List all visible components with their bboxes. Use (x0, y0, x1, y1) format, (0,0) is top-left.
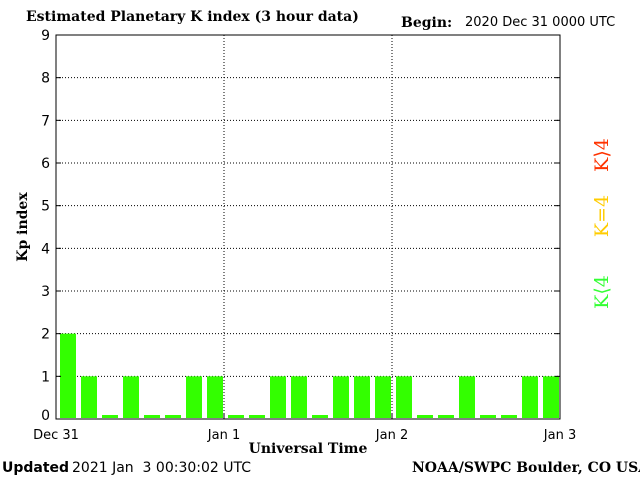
grid-lines (56, 35, 560, 419)
legend-k-equals-4: K=4 (591, 195, 613, 237)
kp-bar (312, 415, 328, 418)
kp-bar (81, 376, 97, 418)
legend-k-below-4: K⟨4 (591, 275, 613, 309)
kp-bar (501, 415, 517, 418)
y-tick-label: 2 (41, 327, 50, 343)
bars (60, 333, 559, 418)
kp-bar (249, 415, 265, 418)
y-axis-label: Kp index (15, 192, 31, 262)
kp-bar (144, 415, 160, 418)
y-tick-label: 5 (41, 199, 50, 215)
kp-bar (270, 376, 286, 418)
x-tick-label: Dec 31 (33, 428, 79, 443)
y-tick-label: 7 (41, 113, 50, 129)
begin-label: Begin: (401, 15, 453, 31)
x-tick-label: Jan 1 (207, 428, 240, 443)
kp-bar (396, 376, 412, 418)
kp-bar (543, 376, 559, 418)
y-tick-label: 4 (41, 241, 50, 257)
chart-title: Estimated Planetary K index (3 hour data… (26, 9, 359, 25)
y-ticks: 0 1 2 3 4 5 6 7 8 9 (41, 28, 560, 424)
credit: NOAA/SWPC Boulder, CO USA (412, 460, 640, 476)
kp-bar (417, 415, 433, 418)
kp-bar (522, 376, 538, 418)
begin-value: 2020 Dec 31 0000 UTC (465, 15, 616, 30)
kp-bar (480, 415, 496, 418)
x-axis-label: Universal Time (249, 441, 368, 457)
legend-k-above-4: K⟩4 (591, 138, 613, 172)
kp-bar (207, 376, 223, 418)
updated-label: Updated (2, 460, 70, 476)
kp-bar (60, 333, 76, 418)
kp-bar (186, 376, 202, 418)
updated-value: 2021 Jan 3 00:30:02 UTC (72, 460, 251, 476)
kp-bar (228, 415, 244, 418)
kp-bar (291, 376, 307, 418)
x-tick-label: Jan 2 (375, 428, 408, 443)
kp-bar (102, 415, 118, 418)
kp-bar (375, 376, 391, 418)
y-tick-label: 8 (41, 71, 50, 87)
kp-bar (438, 415, 454, 418)
kp-bar (354, 376, 370, 418)
y-tick-label: 9 (41, 28, 50, 44)
kp-bar (333, 376, 349, 418)
y-tick-label: 6 (41, 156, 50, 172)
y-tick-label: 0 (41, 408, 50, 424)
y-tick-label: 3 (41, 284, 50, 300)
x-ticks: Dec 31 Jan 1 Jan 2 Jan 3 (33, 414, 576, 443)
kp-bar (123, 376, 139, 418)
plot-frame (55, 34, 561, 420)
x-tick-label: Jan 3 (543, 428, 576, 443)
y-tick-label: 1 (41, 369, 50, 385)
kp-bar (459, 376, 475, 418)
kp-bar (165, 415, 181, 418)
